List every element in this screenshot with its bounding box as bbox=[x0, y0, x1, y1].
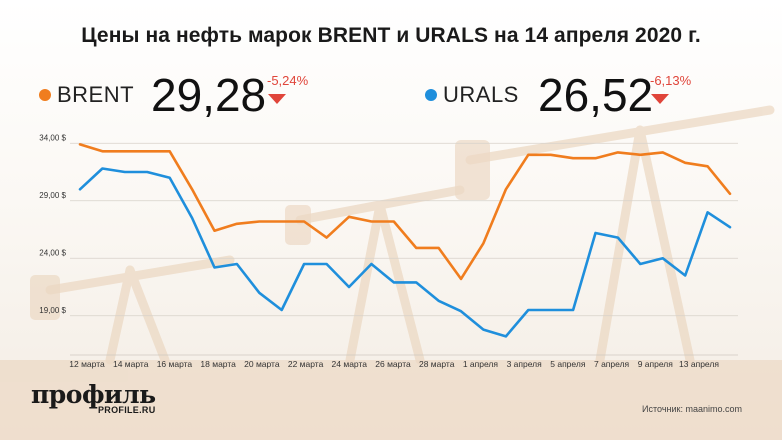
x-tick-label: 16 марта bbox=[157, 359, 193, 369]
x-tick-label: 26 марта bbox=[375, 359, 411, 369]
urals-ticker: URALS bbox=[425, 82, 519, 108]
x-tick-label: 20 марта bbox=[244, 359, 280, 369]
brent-change: -5,24% bbox=[267, 73, 309, 88]
urals-dot-icon bbox=[425, 89, 437, 101]
brent-value: 29,28 bbox=[151, 69, 267, 121]
x-tick-label: 7 апреля bbox=[594, 359, 630, 369]
source-note: Источник: maanimo.com bbox=[642, 404, 742, 414]
x-tick-label: 9 апреля bbox=[638, 359, 674, 369]
x-tick-label: 18 марта bbox=[200, 359, 236, 369]
urals-name: URALS bbox=[443, 82, 519, 107]
x-tick-label: 3 апреля bbox=[507, 359, 543, 369]
x-tick-label: 14 марта bbox=[113, 359, 149, 369]
urals-down-arrow-icon bbox=[651, 94, 669, 104]
x-tick-label: 28 марта bbox=[419, 359, 455, 369]
x-tick-label: 12 марта bbox=[69, 359, 105, 369]
brent-down-arrow-icon bbox=[268, 94, 286, 104]
x-tick-label: 5 апреля bbox=[550, 359, 586, 369]
series-line-urals bbox=[78, 167, 732, 338]
y-tick-label: 19,00 $ bbox=[39, 306, 66, 315]
page-title: Цены на нефть марок BRENT и URALS на 14 … bbox=[81, 24, 701, 47]
profile-site: PROFILE.RU bbox=[98, 405, 156, 415]
x-tick-label: 13 апреля bbox=[679, 359, 719, 369]
y-tick-label: 24,00 $ bbox=[39, 248, 66, 257]
x-tick-label: 24 марта bbox=[332, 359, 368, 369]
brent-ticker: BRENT bbox=[39, 82, 134, 108]
y-tick-label: 29,00 $ bbox=[39, 191, 66, 200]
x-tick-label: 1 апреля bbox=[463, 359, 499, 369]
brent-dot-icon bbox=[39, 89, 51, 101]
x-tick-label: 22 марта bbox=[288, 359, 324, 369]
brent-name: BRENT bbox=[57, 82, 135, 107]
series-line-brent bbox=[78, 143, 732, 281]
profile-logo: профиль bbox=[31, 380, 156, 409]
y-tick-label: 34,00 $ bbox=[39, 133, 66, 142]
urals-value: 26,52 bbox=[538, 69, 654, 121]
urals-change: -6,13% bbox=[650, 73, 692, 88]
